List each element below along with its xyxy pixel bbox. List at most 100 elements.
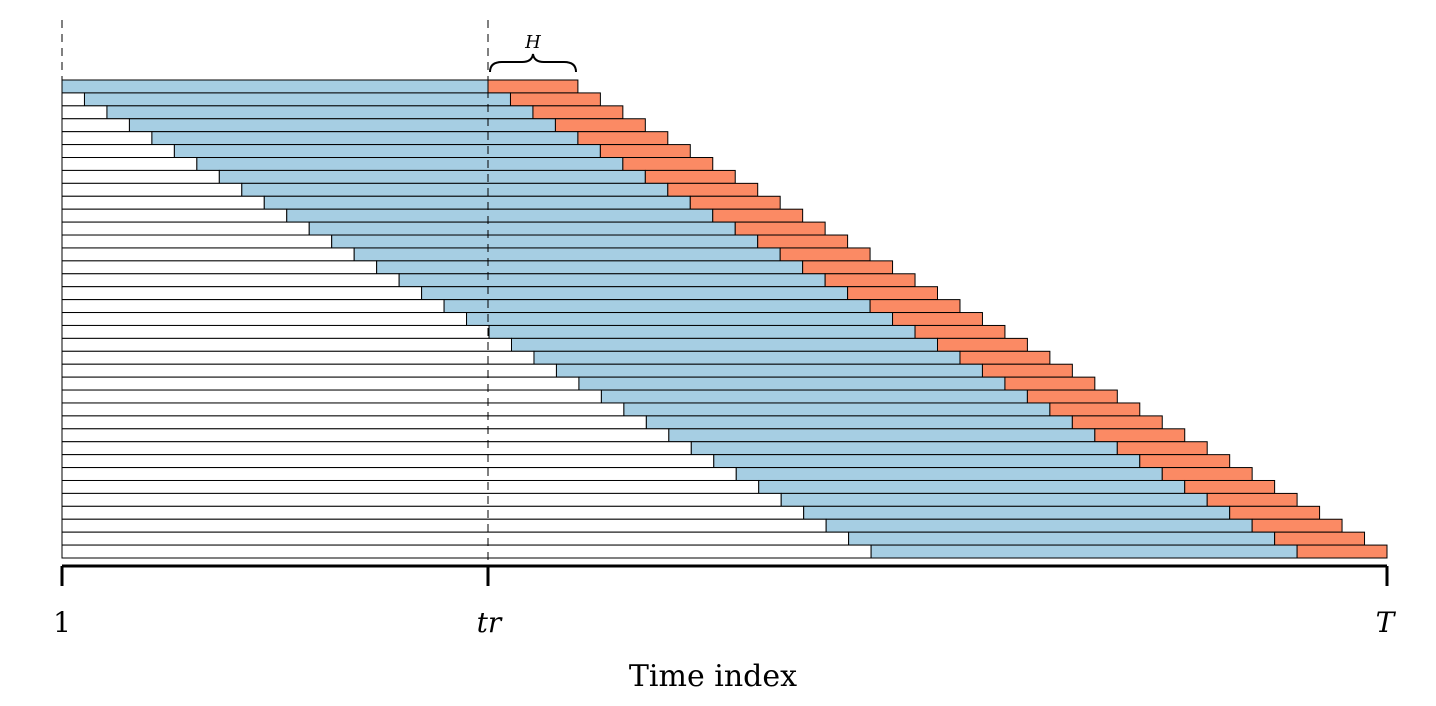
- unused-segment: [61, 131, 153, 146]
- unused-segment: [61, 299, 445, 314]
- unused-segment: [61, 479, 760, 494]
- unused-segment: [61, 105, 108, 120]
- unused-segment: [61, 492, 782, 507]
- unused-segment: [61, 195, 265, 210]
- training-segment: [578, 376, 1006, 391]
- forecast-segment: [554, 118, 646, 133]
- unused-segment: [61, 157, 198, 171]
- unused-segment: [61, 144, 175, 159]
- unused-segment: [61, 544, 872, 559]
- unused-segment: [61, 208, 288, 223]
- forecast-segment: [1184, 479, 1276, 494]
- training-segment: [83, 92, 511, 107]
- forecast-segment: [1274, 531, 1366, 546]
- unused-segment: [61, 247, 355, 262]
- forecast-segment: [1049, 402, 1141, 417]
- forecast-segment: [1094, 428, 1186, 443]
- tick-label-split: tr: [477, 606, 503, 639]
- forecast-segment: [847, 286, 938, 301]
- forecast-segment: [914, 324, 1006, 339]
- unused-segment: [61, 182, 243, 197]
- unused-segment: [61, 518, 827, 533]
- training-segment: [466, 312, 894, 326]
- forecast-segment: [757, 234, 849, 249]
- forecast-segment: [824, 273, 916, 288]
- unused-segment: [61, 376, 580, 391]
- training-segment: [780, 492, 1208, 507]
- unused-segment: [61, 363, 557, 378]
- unused-segment: [61, 221, 310, 236]
- training-segment: [555, 363, 983, 378]
- training-segment: [331, 234, 759, 249]
- horizon-label: H: [524, 32, 541, 53]
- training-segment: [376, 260, 804, 275]
- unused-segment: [61, 273, 400, 288]
- training-segment: [61, 79, 489, 94]
- unused-segment: [61, 428, 670, 443]
- unused-segment: [61, 118, 130, 133]
- forecast-segment: [667, 182, 759, 197]
- forecast-segment: [802, 260, 894, 275]
- forecast-segment: [622, 157, 714, 171]
- training-segment: [870, 544, 1298, 559]
- training-segment: [533, 350, 961, 365]
- unused-segment: [61, 286, 423, 301]
- training-segment: [713, 454, 1141, 469]
- forecast-segment: [1116, 441, 1208, 456]
- training-segment: [443, 299, 871, 314]
- forecast-segment: [577, 131, 669, 146]
- unused-segment: [61, 92, 85, 107]
- forecast-segment: [734, 221, 826, 236]
- tick-label-start: 1: [53, 606, 71, 639]
- forecast-segment: [644, 169, 736, 184]
- training-segment: [353, 247, 781, 262]
- training-segment: [735, 467, 1163, 481]
- unused-segment: [61, 324, 490, 339]
- forecast-segment: [1139, 454, 1231, 469]
- training-segment: [173, 144, 601, 159]
- forecast-segment: [1229, 505, 1321, 520]
- training-segment: [600, 389, 1028, 404]
- unused-segment: [61, 234, 333, 249]
- forecast-segment: [779, 247, 871, 262]
- forecast-segment: [487, 79, 579, 94]
- forecast-segment: [1296, 544, 1388, 559]
- unused-segment: [61, 350, 535, 365]
- training-segment: [196, 157, 624, 171]
- training-segment: [241, 182, 669, 197]
- forecast-segment: [1251, 518, 1343, 533]
- unused-segment: [61, 441, 692, 456]
- unused-segment: [61, 505, 805, 520]
- forecast-segment: [509, 92, 601, 107]
- unused-segment: [61, 337, 512, 352]
- unused-segment: [61, 312, 468, 326]
- training-segment: [218, 169, 646, 184]
- forecast-segment: [1071, 415, 1163, 430]
- forecast-segment: [712, 208, 804, 223]
- forecast-segment: [959, 350, 1051, 365]
- training-segment: [803, 505, 1231, 520]
- tick-label-end: T: [1376, 606, 1397, 639]
- training-segment: [308, 221, 736, 236]
- training-segment: [151, 131, 579, 146]
- training-segment: [758, 479, 1186, 494]
- forecast-segment: [1026, 389, 1118, 404]
- forecast-segment: [599, 144, 691, 159]
- forecast-segment: [937, 337, 1028, 352]
- forecast-segment: [1161, 467, 1253, 481]
- forecast-segment: [869, 299, 961, 314]
- unused-segment: [61, 169, 220, 184]
- unused-segment: [61, 531, 850, 546]
- training-segment: [848, 531, 1276, 546]
- forecast-segment: [1004, 376, 1096, 391]
- training-segment: [106, 105, 534, 120]
- unused-segment: [61, 389, 602, 404]
- training-segment: [488, 324, 916, 339]
- unused-segment: [61, 454, 715, 469]
- training-segment: [668, 428, 1096, 443]
- unused-segment: [61, 260, 378, 275]
- unused-segment: [61, 415, 647, 430]
- training-segment: [825, 518, 1253, 533]
- training-segment: [511, 337, 938, 352]
